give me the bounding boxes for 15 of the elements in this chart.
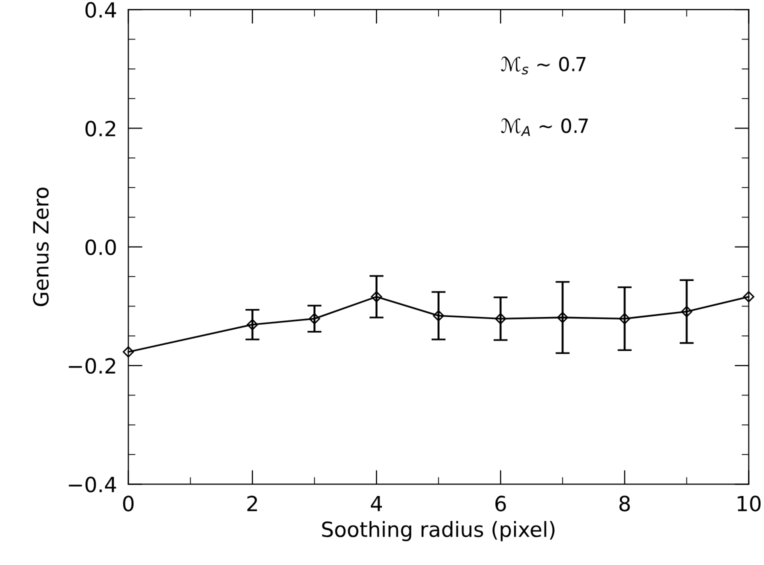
x-tick-label: 10 <box>738 496 761 512</box>
y-tick-label: 0.4 <box>85 2 116 18</box>
y-tick-label: 0.2 <box>85 120 116 136</box>
annotation: ℳ$_{s}$ ~ 0.7 <box>501 56 586 75</box>
y-tick-label: 0.0 <box>85 239 116 256</box>
x-tick-label: 0 <box>123 496 134 512</box>
y-tick-label: −0.4 <box>68 476 116 492</box>
x-tick-label: 2 <box>247 496 257 512</box>
annotation: ℳ$_{A}$ ~ 0.7 <box>501 118 588 136</box>
y-axis-title: Genus Zero <box>32 188 49 306</box>
x-tick-label: 8 <box>619 496 630 512</box>
x-tick-label: 4 <box>370 496 382 512</box>
x-axis-title: Soothing radius (pixel) <box>322 521 554 542</box>
x-tick-label: 6 <box>495 496 506 512</box>
y-tick-label: −0.2 <box>68 358 116 374</box>
